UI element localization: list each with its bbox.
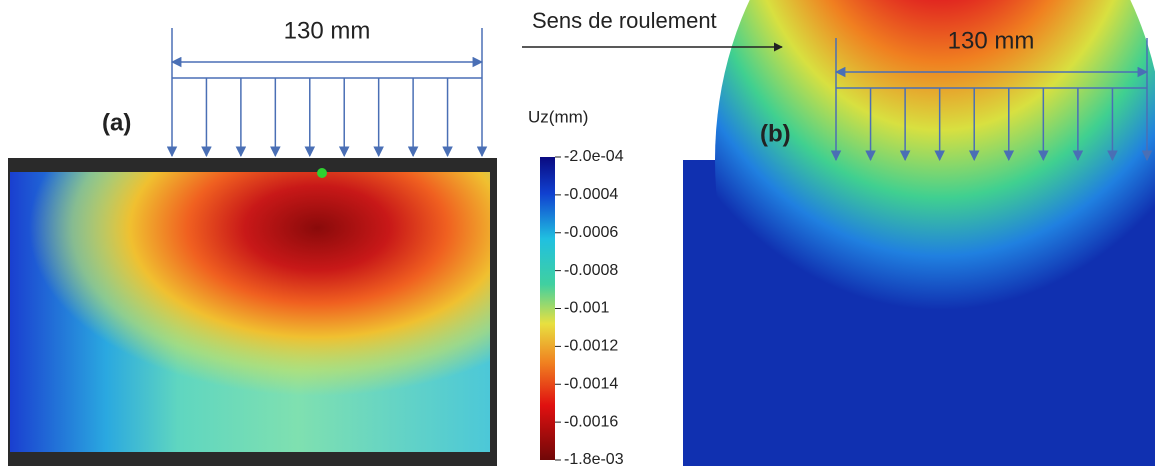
direction-label: Sens de roulement [532,8,717,33]
panel-a-dimension: 130 mm [284,17,371,44]
panel-b-field [715,0,1155,460]
colorbar-tick-label: -0.0004 [564,186,618,203]
marker [317,168,327,178]
colorbar-tick-label: -0.0014 [564,375,618,392]
colorbar-tick-label: -1.8e-03 [564,451,624,466]
colorbar-tick-label: -0.001 [564,300,609,317]
colorbar-tick-label: -0.0006 [564,224,618,241]
panel-a-hot [10,172,490,452]
colorbar [540,157,555,460]
colorbar-title: Uz(mm) [528,107,588,126]
panel-b-dimension: 130 mm [948,27,1035,54]
colorbar-tick-label: -0.0016 [564,413,618,430]
colorbar-tick-label: -2.0e-04 [564,148,624,165]
panel-a-label: (a) [102,109,131,136]
colorbar-tick-label: -0.0012 [564,338,618,355]
panel-b-label: (b) [760,120,791,147]
colorbar-tick-label: -0.0008 [564,262,618,279]
